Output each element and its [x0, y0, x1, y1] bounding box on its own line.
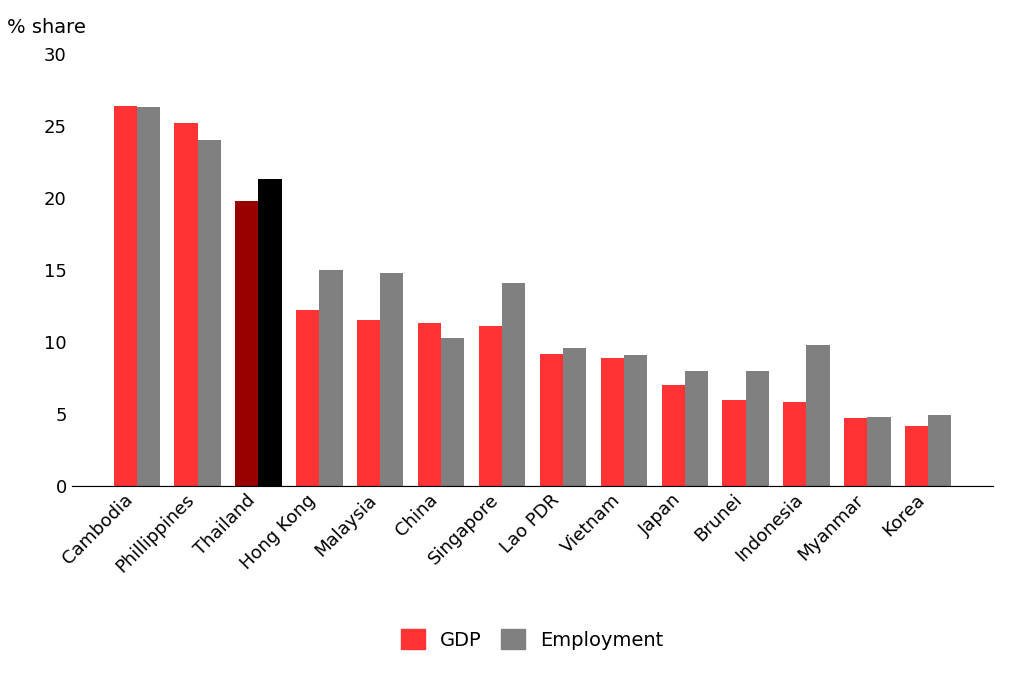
Legend: GDP, Employment: GDP, Employment [393, 622, 672, 657]
Bar [479, 326, 502, 486]
Bar [319, 270, 342, 486]
Bar [745, 371, 769, 486]
Bar [137, 107, 160, 486]
Bar [563, 348, 586, 486]
Bar [807, 345, 829, 486]
Bar [236, 201, 258, 486]
Bar [723, 400, 745, 486]
Bar [357, 321, 380, 486]
Bar [540, 354, 563, 486]
Bar [844, 418, 867, 486]
Bar [296, 310, 319, 486]
Bar [114, 106, 137, 486]
Bar [601, 358, 624, 486]
Bar [198, 140, 221, 486]
Bar [502, 283, 525, 486]
Bar [380, 273, 403, 486]
Bar [441, 338, 464, 486]
Bar [258, 180, 282, 486]
Bar [783, 402, 807, 486]
Bar [928, 415, 951, 486]
Bar [624, 355, 647, 486]
Bar [662, 385, 685, 486]
Bar [905, 425, 928, 486]
Bar [418, 323, 441, 486]
Bar [174, 123, 198, 486]
Bar [867, 417, 891, 486]
Bar [685, 371, 708, 486]
Text: % share: % share [7, 18, 86, 36]
